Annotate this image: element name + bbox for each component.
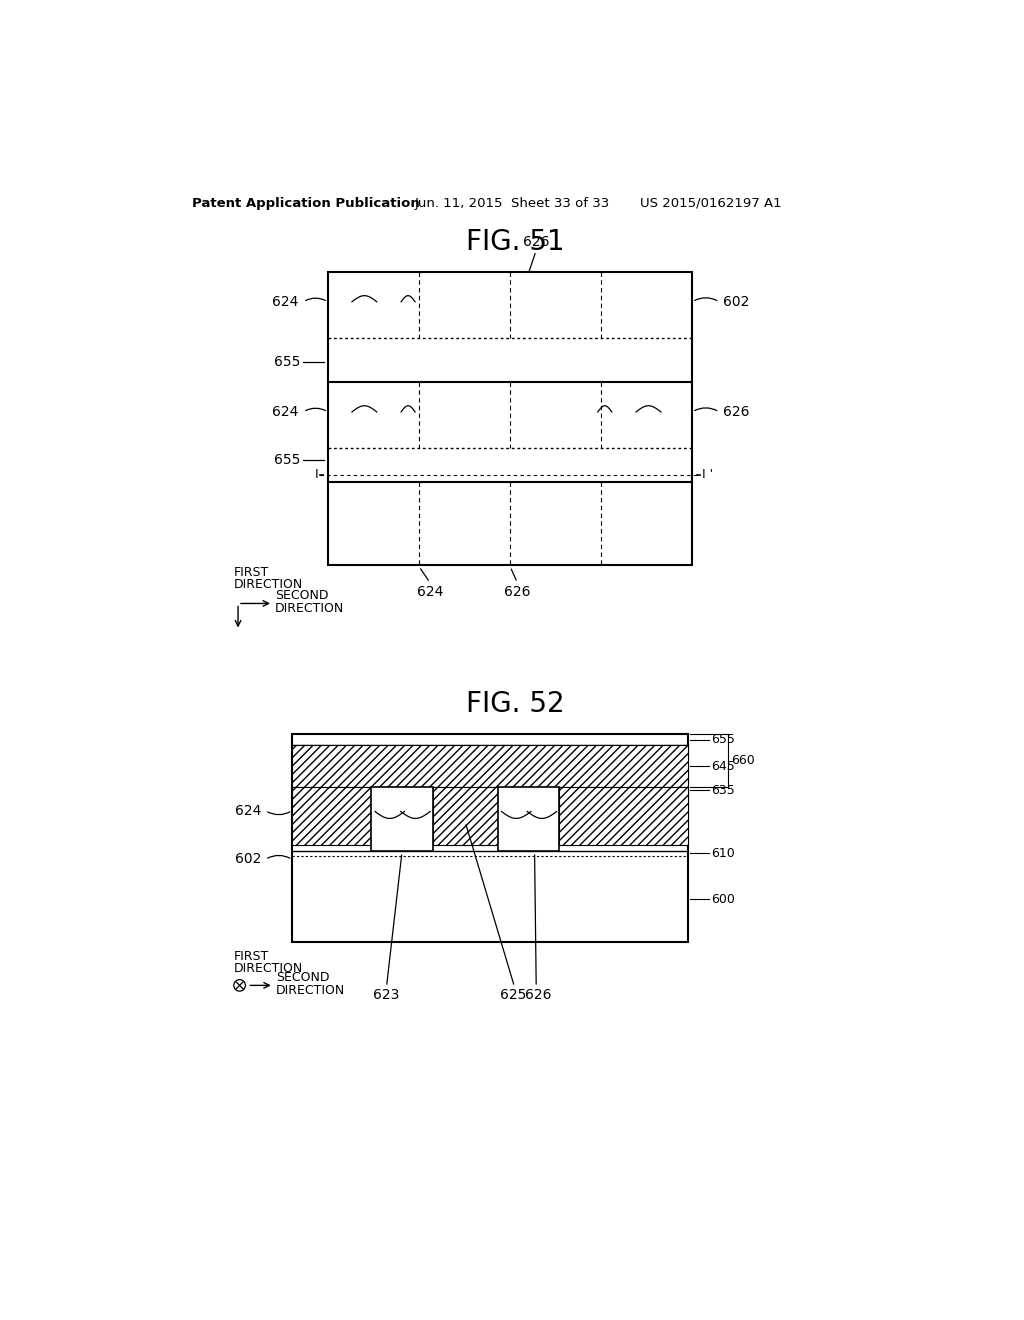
Text: 655: 655 xyxy=(273,453,300,467)
Text: 660: 660 xyxy=(731,755,755,767)
Text: DIRECTION: DIRECTION xyxy=(276,983,345,997)
Text: 602: 602 xyxy=(723,294,750,309)
Text: 624: 624 xyxy=(417,585,443,599)
Text: 626: 626 xyxy=(523,235,549,248)
Text: DIRECTION: DIRECTION xyxy=(233,578,303,591)
Text: I ': I ' xyxy=(702,469,714,482)
Text: 624: 624 xyxy=(272,405,299,418)
Text: 645: 645 xyxy=(711,760,734,772)
Text: I: I xyxy=(314,469,317,482)
Text: 626: 626 xyxy=(504,585,530,599)
Text: Jun. 11, 2015  Sheet 33 of 33: Jun. 11, 2015 Sheet 33 of 33 xyxy=(415,197,610,210)
Text: 610: 610 xyxy=(711,847,734,859)
Bar xyxy=(292,744,687,788)
Text: 626: 626 xyxy=(524,987,551,1002)
Text: SECOND: SECOND xyxy=(275,589,329,602)
Text: DIRECTION: DIRECTION xyxy=(275,602,344,615)
Text: 623: 623 xyxy=(374,987,399,1002)
Text: Patent Application Publication: Patent Application Publication xyxy=(191,197,419,210)
Text: 624: 624 xyxy=(272,294,299,309)
Text: 626: 626 xyxy=(723,405,750,418)
Text: SECOND: SECOND xyxy=(276,972,330,985)
Text: 602: 602 xyxy=(234,853,261,866)
Text: 655: 655 xyxy=(711,733,734,746)
Bar xyxy=(292,734,687,942)
Bar xyxy=(432,788,498,845)
Bar xyxy=(372,788,432,850)
Text: FIG. 51: FIG. 51 xyxy=(466,227,565,256)
Text: DIRECTION: DIRECTION xyxy=(233,962,303,975)
Text: 635: 635 xyxy=(711,784,734,797)
Text: FIRST: FIRST xyxy=(233,949,268,962)
Text: FIG. 52: FIG. 52 xyxy=(466,689,565,718)
Bar xyxy=(328,272,692,565)
Text: 600: 600 xyxy=(711,892,734,906)
Text: FIRST: FIRST xyxy=(233,566,268,579)
Bar xyxy=(292,788,372,845)
Text: 624: 624 xyxy=(234,804,261,817)
Text: US 2015/0162197 A1: US 2015/0162197 A1 xyxy=(640,197,781,210)
Bar xyxy=(498,788,559,850)
Text: 655: 655 xyxy=(273,355,300,370)
Text: 625: 625 xyxy=(500,987,526,1002)
Bar xyxy=(559,788,687,845)
